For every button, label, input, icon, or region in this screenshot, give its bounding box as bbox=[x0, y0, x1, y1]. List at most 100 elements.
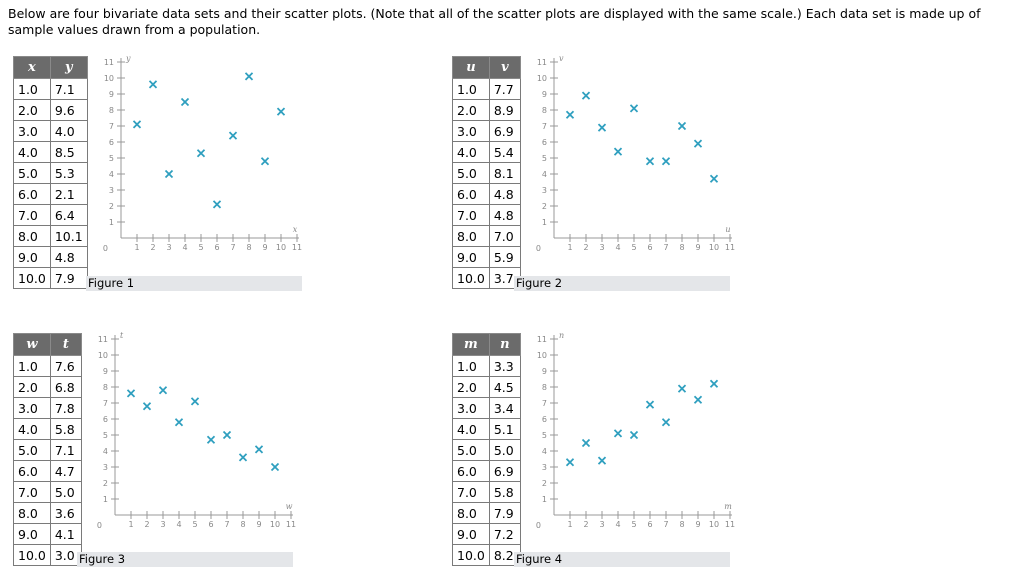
y-tick-label: 6 bbox=[109, 138, 114, 147]
x-tick-label: 7 bbox=[663, 243, 668, 252]
x-tick-label: 3 bbox=[160, 520, 165, 529]
x-tick-label: 1 bbox=[128, 520, 133, 529]
y-tick-label: 6 bbox=[103, 415, 108, 424]
table-row: 5.0 5.0 bbox=[452, 439, 521, 461]
data-point-marker bbox=[228, 131, 238, 140]
x-tick-label: 6 bbox=[647, 520, 652, 529]
data-point-marker bbox=[180, 97, 190, 107]
table-cell-first: 5.0 bbox=[13, 439, 51, 461]
y-tick-label: 4 bbox=[109, 170, 114, 179]
table-cell-first: 9.0 bbox=[13, 246, 51, 268]
x-tick-label: 9 bbox=[695, 520, 700, 529]
origin-label: 0 bbox=[536, 244, 541, 253]
table-cell-first: 5.0 bbox=[13, 162, 51, 184]
table-row: 3.0 4.0 bbox=[13, 120, 88, 142]
y-tick-label: 7 bbox=[103, 399, 108, 408]
origin-label: 0 bbox=[103, 244, 108, 253]
y-tick-label: 10 bbox=[104, 74, 114, 83]
table-row: 2.0 4.5 bbox=[452, 376, 521, 398]
x-tick-label: 11 bbox=[286, 520, 296, 529]
x-axis-label: x bbox=[293, 225, 298, 234]
table-cell-first: 9.0 bbox=[452, 246, 490, 268]
table-cell-first: 10.0 bbox=[452, 267, 490, 289]
table-cell-second: 10.1 bbox=[49, 225, 88, 247]
table-cell-second: 5.8 bbox=[488, 481, 521, 503]
x-tick-label: 6 bbox=[208, 520, 213, 529]
data-point-marker bbox=[565, 458, 575, 467]
table-cell-first: 6.0 bbox=[452, 460, 490, 482]
y-tick-label: 7 bbox=[542, 399, 547, 408]
table-cell-second: 6.8 bbox=[49, 376, 82, 398]
table-row: 6.0 4.8 bbox=[452, 183, 521, 205]
y-tick-label: 11 bbox=[537, 58, 547, 67]
table-cell-first: 6.0 bbox=[13, 183, 51, 205]
origin-label: 0 bbox=[97, 521, 102, 530]
table-row: 8.0 3.6 bbox=[13, 502, 82, 524]
table-row: 1.0 7.1 bbox=[13, 78, 88, 100]
y-axis-label: n bbox=[559, 331, 564, 340]
table-cell-second: 4.1 bbox=[49, 523, 82, 545]
table-cell-second: 5.8 bbox=[49, 418, 82, 440]
table-cell-first: 4.0 bbox=[13, 141, 51, 163]
data-point-marker bbox=[206, 435, 216, 444]
y-tick-label: 8 bbox=[103, 383, 108, 392]
table-cell-first: 10.0 bbox=[13, 544, 51, 566]
table-row: 10.0 3.7 bbox=[452, 267, 521, 289]
table-row: 2.0 6.8 bbox=[13, 376, 82, 398]
table-cell-second: 7.9 bbox=[49, 267, 88, 289]
data-point-marker bbox=[254, 445, 264, 454]
table-cell-first: 5.0 bbox=[452, 162, 490, 184]
table-row: 2.0 8.9 bbox=[452, 99, 521, 121]
table-row: 7.0 4.8 bbox=[452, 204, 521, 226]
x-tick-label: 9 bbox=[695, 243, 700, 252]
table-row: 1.0 7.7 bbox=[452, 78, 521, 100]
data-point-marker bbox=[661, 157, 671, 166]
table-cell-first: 4.0 bbox=[452, 418, 490, 440]
y-tick-label: 1 bbox=[103, 495, 108, 504]
table-cell-second: 7.2 bbox=[488, 523, 521, 545]
table-cell-first: 5.0 bbox=[452, 439, 490, 461]
table-row: 4.0 8.5 bbox=[13, 141, 88, 163]
table-row: 3.0 3.4 bbox=[452, 397, 521, 419]
table-row: 9.0 4.1 bbox=[13, 523, 82, 545]
table-cell-first: 2.0 bbox=[452, 376, 490, 398]
data-point-marker bbox=[661, 418, 671, 427]
x-tick-label: 3 bbox=[599, 520, 604, 529]
table-cell-first: 3.0 bbox=[452, 120, 490, 142]
table-row: 10.0 8.2 bbox=[452, 544, 521, 566]
dataset-panel-3: w t 1.0 7.6 2.0 6.8 3.0 7.8 4.0 5.8 5.0 7.1 6.0 4.7… bbox=[13, 331, 303, 573]
table-row: 5.0 8.1 bbox=[452, 162, 521, 184]
dataset-panel-4: m n 1.0 3.3 2.0 4.5 3.0 3.4 4.0 5.1 5.0 5.0 6.0 6.9… bbox=[452, 331, 742, 573]
table-row: 10.0 7.9 bbox=[13, 267, 88, 289]
table-cell-first: 3.0 bbox=[13, 397, 51, 419]
table-cell-first: 10.0 bbox=[13, 267, 51, 289]
y-axis-label: v bbox=[559, 54, 564, 63]
data-point-marker bbox=[212, 200, 222, 209]
x-axis-label: u bbox=[725, 225, 730, 234]
y-tick-label: 6 bbox=[542, 415, 547, 424]
table-cell-first: 9.0 bbox=[13, 523, 51, 545]
y-tick-label: 7 bbox=[109, 122, 114, 131]
x-axis-label: w bbox=[286, 502, 293, 511]
x-tick-label: 8 bbox=[679, 520, 684, 529]
data-point-marker bbox=[238, 453, 248, 462]
x-tick-label: 3 bbox=[166, 243, 171, 252]
table-cell-first: 9.0 bbox=[452, 523, 490, 545]
figure-caption-4: Figure 4 bbox=[514, 552, 730, 567]
y-tick-label: 11 bbox=[537, 335, 547, 344]
data-table-4: m n 1.0 3.3 2.0 4.5 3.0 3.4 4.0 5.1 5.0 5.0 6.0 6.9… bbox=[452, 333, 521, 566]
table-row: 1.0 3.3 bbox=[452, 355, 521, 377]
y-tick-label: 9 bbox=[109, 90, 114, 99]
table-row: 7.0 5.8 bbox=[452, 481, 521, 503]
table-row: 6.0 2.1 bbox=[13, 183, 88, 205]
table-row: 5.0 5.3 bbox=[13, 162, 88, 184]
table-row: 3.0 7.8 bbox=[13, 397, 82, 419]
x-tick-label: 7 bbox=[663, 520, 668, 529]
table-header-m: m bbox=[452, 333, 490, 356]
table-cell-second: 5.0 bbox=[488, 439, 521, 461]
table-cell-second: 3.3 bbox=[488, 355, 521, 377]
data-point-marker bbox=[645, 157, 655, 166]
